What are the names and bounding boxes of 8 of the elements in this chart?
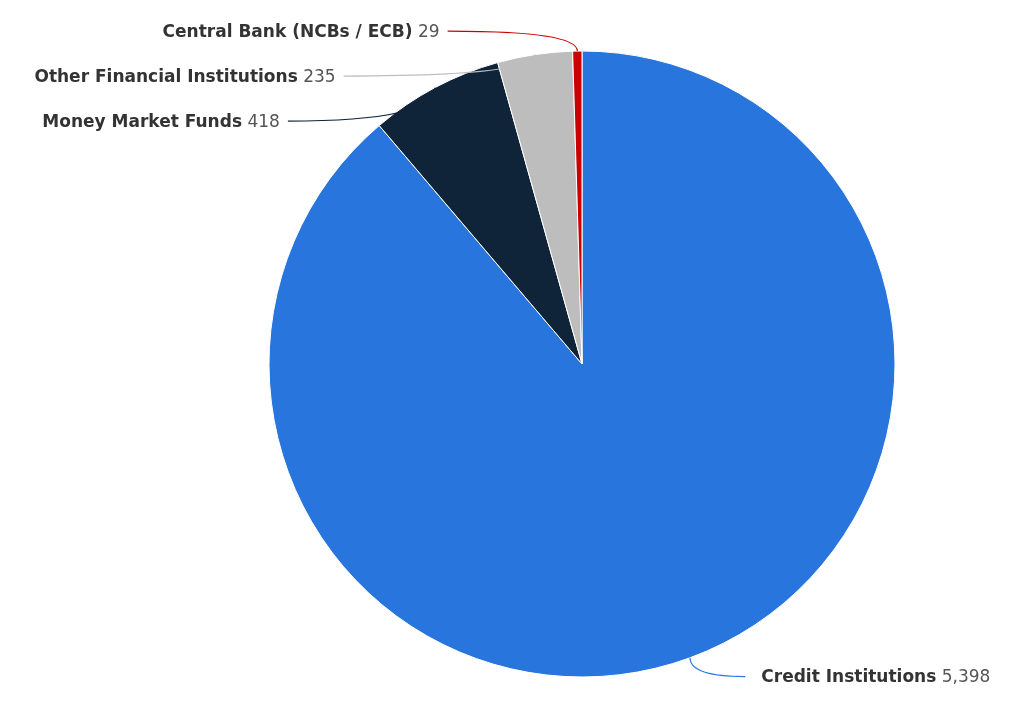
slice-label: Other Financial Institutions	[34, 65, 298, 86]
slice-label: Money Market Funds	[42, 110, 243, 131]
data-label: 5,398	[936, 666, 991, 687]
slice-label: Credit Institutions	[761, 666, 937, 687]
slice-label: Central Bank (NCBs / ECB)	[162, 20, 413, 41]
data-label: 418	[242, 110, 280, 131]
data-label: 29	[412, 20, 440, 41]
data-label: 235	[297, 65, 336, 86]
